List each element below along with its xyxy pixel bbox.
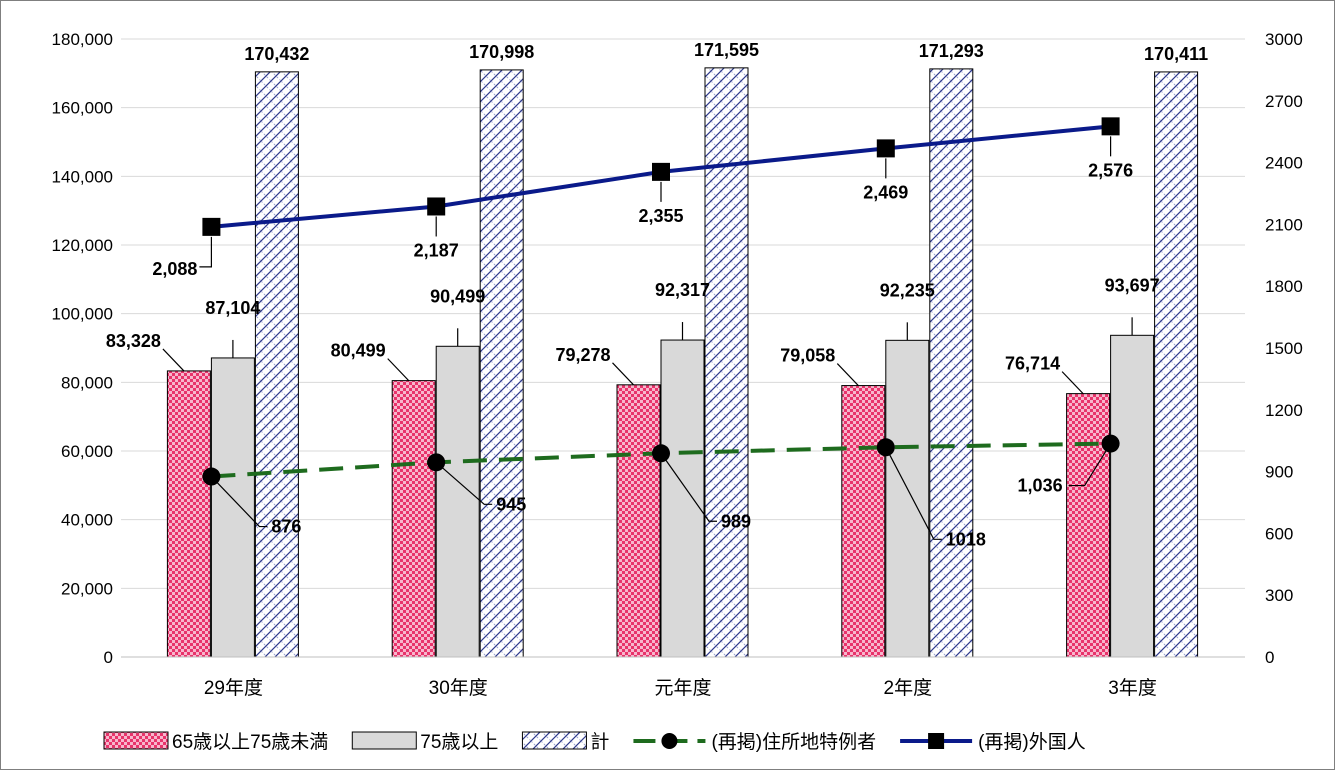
bar-2 (1154, 71, 1199, 658)
data-label: 2,088 (152, 259, 197, 279)
line-point (876, 139, 895, 158)
leader-line (199, 236, 212, 268)
legend-swatch (103, 731, 169, 750)
legend-label: (再掲)住所地特例者 (711, 731, 876, 753)
data-label: 2,576 (1088, 160, 1133, 180)
leader-line (210, 476, 268, 528)
bar-2 (929, 68, 974, 658)
bar-1 (660, 339, 705, 658)
leader-line (162, 348, 185, 372)
data-label: 90,499 (430, 286, 485, 306)
y-left-tick-label: 120,000 (52, 236, 113, 255)
y-right-tick-label: 900 (1265, 463, 1293, 482)
data-label: 2,355 (638, 206, 683, 226)
leader-line (1068, 443, 1112, 487)
data-label: 92,235 (880, 280, 935, 300)
data-label: 79,278 (555, 345, 610, 365)
leader-line (1061, 371, 1084, 395)
y-left-tick-label: 180,000 (52, 30, 113, 49)
legend-label: 65歳以上75歳未満 (172, 731, 328, 753)
y-right-tick-label: 2700 (1265, 92, 1303, 111)
bar-0 (166, 370, 211, 658)
line-point (652, 162, 670, 181)
data-label: 87,104 (205, 298, 260, 318)
leader-line (836, 363, 859, 386)
bar-0 (616, 384, 661, 658)
data-label: 171,293 (919, 41, 984, 61)
bar-1 (435, 345, 480, 658)
legend-label: 75歳以上 (420, 731, 498, 753)
y-left-tick-label: 60,000 (61, 442, 113, 461)
line-point (1101, 117, 1120, 136)
y-right-tick-label: 300 (1265, 586, 1293, 605)
y-left-tick-label: 100,000 (52, 305, 113, 324)
y-left-tick-label: 40,000 (61, 511, 113, 530)
line-point (202, 217, 221, 236)
bar-2 (254, 71, 299, 658)
data-label: 2,469 (863, 182, 908, 202)
x-tick-label: 3年度 (1108, 677, 1157, 699)
y-right-tick-label: 2100 (1265, 215, 1303, 234)
data-label: 2,187 (414, 240, 459, 260)
legend-marker (661, 733, 678, 749)
bar-1 (1110, 334, 1155, 658)
data-label: 76,714 (1005, 354, 1060, 374)
leader-line (435, 461, 493, 505)
y-left-tick-label: 20,000 (61, 579, 113, 598)
y-right-tick-label: 3000 (1265, 30, 1303, 49)
bar-0 (841, 385, 886, 658)
leader-line (387, 358, 410, 382)
y-left-tick-label: 160,000 (52, 99, 113, 118)
data-label: 1,036 (1018, 476, 1063, 496)
legend-marker (928, 733, 945, 749)
data-label: 170,998 (469, 42, 534, 62)
x-tick-label: 29年度 (204, 677, 263, 699)
data-label: 945 (496, 494, 526, 514)
y-left-tick-label: 80,000 (61, 373, 113, 392)
legend-label: (再掲)外国人 (978, 731, 1086, 753)
y-right-tick-label: 2400 (1265, 154, 1303, 173)
y-left-tick-label: 0 (104, 648, 113, 667)
data-label: 1018 (946, 529, 986, 549)
data-label: 79,058 (780, 346, 835, 366)
x-tick-label: 30年度 (429, 677, 488, 699)
data-label: 170,432 (244, 44, 309, 64)
bar-2 (479, 69, 524, 658)
data-label: 876 (271, 517, 301, 537)
data-label: 989 (721, 511, 751, 531)
leader-line (660, 452, 717, 522)
leader-line (612, 362, 634, 386)
legend-label: 計 (590, 731, 609, 753)
y-right-tick-label: 1200 (1265, 401, 1303, 420)
bar-1 (885, 339, 930, 658)
bar-0 (1066, 393, 1111, 658)
data-label: 80,499 (331, 341, 386, 361)
data-label: 171,595 (694, 40, 759, 60)
y-right-tick-label: 600 (1265, 524, 1293, 543)
bar-2 (704, 67, 749, 658)
data-label: 93,697 (1105, 275, 1160, 295)
legend-swatch (351, 731, 417, 750)
data-label: 83,328 (106, 331, 161, 351)
data-label: 170,411 (1144, 44, 1208, 64)
y-right-tick-label: 1500 (1265, 339, 1303, 358)
bar-0 (391, 380, 436, 658)
y-right-tick-label: 0 (1265, 648, 1274, 667)
x-tick-label: 2年度 (884, 677, 933, 699)
data-label: 92,317 (655, 280, 710, 300)
line-point (427, 197, 446, 216)
leader-line (885, 447, 942, 540)
x-tick-label: 元年度 (654, 677, 711, 699)
y-left-tick-label: 140,000 (52, 167, 113, 186)
bar-1 (210, 357, 255, 658)
legend-swatch (521, 731, 587, 750)
y-right-tick-label: 1800 (1265, 277, 1303, 296)
